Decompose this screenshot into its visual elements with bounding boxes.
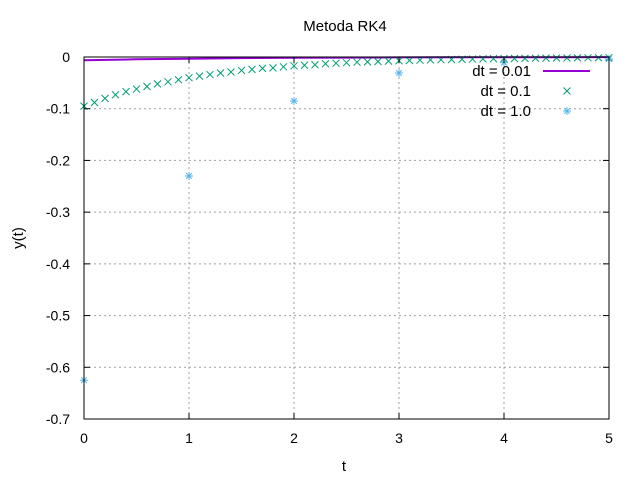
series-line: [83, 56, 610, 62]
data-point: [395, 69, 403, 78]
y-tick-label: -0.5: [46, 308, 70, 324]
y-tick-label: 0: [62, 49, 70, 65]
series-0: [83, 56, 610, 62]
data-point: [101, 94, 109, 103]
data-point: [416, 56, 424, 65]
legend-label: dt = 1.0: [481, 103, 531, 120]
data-point: [237, 66, 246, 75]
x-axis-title: t: [342, 458, 347, 475]
x-tick-label: 2: [290, 430, 298, 446]
data-point: [164, 77, 172, 86]
data-point: [405, 56, 414, 65]
data-point: [584, 53, 592, 62]
data-point: [227, 68, 235, 76]
data-point: [363, 58, 372, 66]
data-point: [552, 54, 561, 62]
y-tick-label: -0.2: [46, 152, 70, 168]
data-point: [258, 64, 267, 73]
x-tick-label: 5: [605, 430, 613, 446]
data-point: [216, 69, 225, 77]
y-tick-label: -0.1: [46, 101, 70, 117]
data-point: [279, 62, 288, 71]
data-point: [332, 59, 340, 68]
y-tick-label: -0.4: [46, 256, 70, 272]
data-point: [195, 72, 204, 80]
data-point: [290, 61, 298, 70]
data-point: [573, 54, 582, 62]
axis-ticks: [83, 56, 610, 420]
data-point: [311, 60, 319, 69]
data-point: [542, 54, 550, 62]
data-point: [122, 87, 130, 96]
data-point: [206, 70, 214, 79]
data-point: [132, 85, 141, 93]
data-point: [185, 171, 193, 180]
data-point: [90, 98, 99, 107]
data-point: [353, 58, 361, 67]
data-point: [321, 59, 330, 68]
series-1: [80, 53, 613, 110]
legend-swatch: [563, 107, 571, 115]
x-tick-label: 4: [500, 430, 508, 446]
chart-title: Metoda RK4: [303, 18, 386, 35]
data-point: [153, 80, 162, 88]
data-point: [300, 61, 309, 70]
data-point: [489, 54, 498, 63]
series-2: [80, 55, 613, 385]
data-point: [531, 54, 540, 63]
data-point: [185, 73, 193, 82]
plot-series: [80, 53, 613, 385]
data-point: [594, 53, 603, 62]
tick-labels: 0 1 2 3 4 5 0 -0.1 -0.2 -0.3 -0.4 -0.5 -0.6 -0.7: [46, 49, 613, 446]
legend-swatch: [563, 87, 571, 95]
data-point: [248, 65, 256, 74]
data-point: [174, 75, 183, 84]
legend: dt = 0.01 dt = 0.1 dt = 1.0: [472, 63, 590, 120]
data-point: [521, 54, 529, 63]
y-tick-label: -0.6: [46, 359, 70, 375]
data-point: [384, 57, 393, 65]
y-axis-title: y(t): [10, 227, 27, 249]
x-tick-label: 0: [80, 430, 88, 446]
data-point: [290, 96, 298, 105]
data-point: [342, 58, 351, 67]
plot-frame: [83, 56, 610, 420]
data-point: [563, 54, 571, 62]
x-tick-label: 1: [185, 430, 193, 446]
y-tick-label: -0.7: [46, 411, 70, 427]
data-point: [426, 56, 435, 64]
data-point: [269, 64, 277, 72]
data-point: [143, 82, 151, 91]
data-point: [374, 57, 382, 66]
legend-label: dt = 0.1: [481, 83, 531, 100]
data-point: [111, 90, 120, 99]
legend-label: dt = 0.01: [472, 63, 531, 80]
x-tick-label: 3: [395, 430, 403, 446]
y-tick-label: -0.3: [46, 204, 70, 220]
data-point: [510, 54, 519, 63]
grid: [84, 57, 609, 419]
